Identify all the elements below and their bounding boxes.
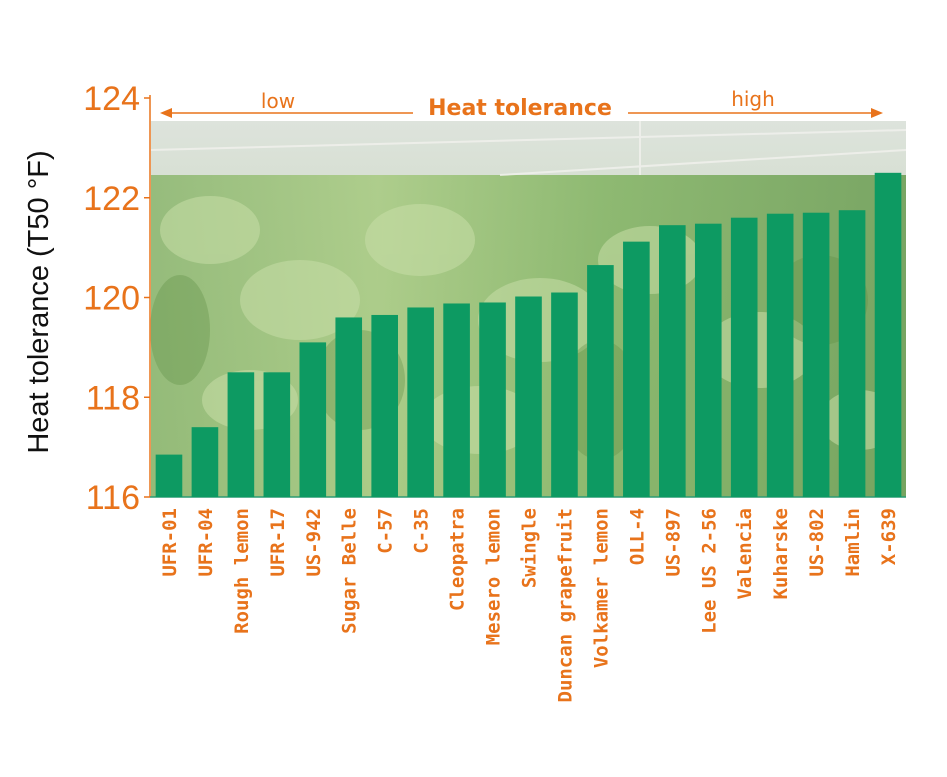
high-label: high (731, 87, 775, 111)
bar (227, 372, 255, 497)
bar (766, 213, 794, 497)
bar (730, 217, 758, 497)
bar (623, 241, 650, 497)
bar (335, 317, 363, 497)
y-tick-label: 116 (86, 479, 140, 517)
x-tick-label: Swingle (519, 508, 541, 588)
x-tick-label: Hamlin (842, 508, 864, 577)
x-tick-label: US-897 (662, 508, 684, 577)
bar (407, 307, 434, 497)
bar (694, 223, 722, 497)
x-tick-label: Rough lemon (231, 508, 253, 634)
y-axis-title: Heat tolerance (T50 °F) (23, 150, 55, 453)
x-tick-label: US-942 (303, 508, 325, 577)
low-label: low (261, 89, 295, 113)
y-axis-ticks: 116 118 120 122 124 (83, 80, 150, 517)
low-arrow-head (160, 108, 172, 118)
y-tick-label: 118 (86, 379, 140, 417)
x-tick-label: X-639 (878, 508, 900, 565)
bar (659, 225, 686, 497)
x-tick-label: UFR-01 (159, 508, 181, 577)
bar (515, 296, 542, 497)
bar (191, 427, 219, 497)
bar (587, 265, 614, 497)
bar (479, 302, 506, 497)
bar (838, 210, 866, 497)
bar (263, 372, 291, 497)
bar (371, 314, 398, 497)
x-tick-label: Volkamer lemon (590, 508, 612, 668)
x-tick-label: C-35 (411, 508, 433, 554)
x-tick-label: Sugar Belle (339, 508, 361, 634)
heat-tolerance-label: Heat tolerance (428, 96, 612, 121)
x-tick-label: US-802 (806, 508, 828, 577)
x-tick-label: C-57 (375, 508, 397, 554)
y-tick-label: 122 (83, 180, 140, 218)
bar (299, 342, 327, 497)
bar (551, 292, 578, 497)
x-tick-label: Valencia (734, 508, 756, 600)
x-tick-label: Kuharske (770, 508, 792, 600)
x-tick-label: Lee US 2-56 (698, 508, 720, 634)
x-tick-label: UFR-17 (267, 508, 289, 577)
x-tick-label: Mesero lemon (483, 508, 505, 645)
bar (443, 303, 470, 497)
high-arrow-head (871, 108, 883, 118)
x-tick-label: Duncan grapefruit (554, 508, 576, 702)
x-tick-label: UFR-04 (195, 508, 217, 577)
y-tick-label: 120 (83, 280, 140, 318)
bar (155, 454, 183, 497)
x-tick-label: Cleopatra (447, 508, 469, 611)
heat-tolerance-annotation: low Heat tolerance high (160, 87, 883, 121)
bars (155, 172, 902, 497)
y-tick-label: 124 (83, 80, 140, 118)
x-axis-tick-labels: UFR-01 UFR-04 Rough lemon UFR-17 US-942 Sugar… (159, 508, 900, 702)
bar (874, 172, 902, 497)
x-tick-label: OLL-4 (626, 508, 648, 565)
bar (802, 212, 830, 497)
